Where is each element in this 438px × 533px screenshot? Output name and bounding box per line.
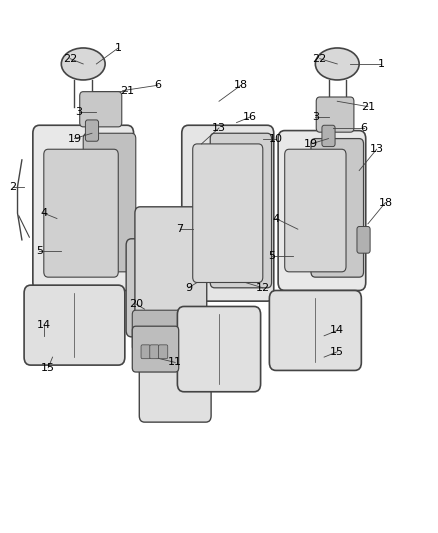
FancyBboxPatch shape: [135, 207, 207, 326]
Ellipse shape: [61, 48, 105, 80]
FancyBboxPatch shape: [159, 345, 168, 359]
FancyBboxPatch shape: [85, 120, 99, 141]
FancyBboxPatch shape: [316, 97, 354, 132]
FancyBboxPatch shape: [177, 306, 261, 392]
Text: 4: 4: [272, 214, 279, 223]
Text: 13: 13: [370, 144, 384, 154]
Text: 13: 13: [212, 123, 226, 133]
FancyBboxPatch shape: [132, 326, 179, 372]
FancyBboxPatch shape: [126, 239, 189, 337]
Text: 16: 16: [243, 112, 257, 122]
Text: 3: 3: [312, 112, 319, 122]
FancyBboxPatch shape: [278, 131, 366, 290]
Text: 12: 12: [256, 283, 270, 293]
Text: 18: 18: [234, 80, 248, 90]
FancyBboxPatch shape: [210, 133, 272, 288]
FancyBboxPatch shape: [150, 345, 159, 359]
Text: 6: 6: [360, 123, 367, 133]
Text: 4: 4: [40, 208, 47, 218]
Text: 9: 9: [185, 283, 192, 293]
Text: 19: 19: [304, 139, 318, 149]
FancyBboxPatch shape: [182, 125, 274, 301]
Text: 6: 6: [154, 80, 161, 90]
Text: 14: 14: [37, 320, 51, 330]
FancyBboxPatch shape: [269, 290, 361, 370]
Text: 3: 3: [75, 107, 82, 117]
Text: 21: 21: [361, 102, 375, 111]
FancyBboxPatch shape: [24, 285, 125, 365]
FancyBboxPatch shape: [80, 92, 122, 127]
FancyBboxPatch shape: [285, 149, 346, 272]
Text: 1: 1: [378, 59, 385, 69]
FancyBboxPatch shape: [33, 125, 134, 290]
Text: 15: 15: [330, 347, 344, 357]
FancyBboxPatch shape: [132, 310, 183, 351]
FancyBboxPatch shape: [193, 144, 263, 282]
Text: 19: 19: [67, 134, 81, 143]
FancyBboxPatch shape: [322, 125, 335, 147]
Text: 20: 20: [129, 299, 143, 309]
Text: 5: 5: [268, 251, 275, 261]
Text: 22: 22: [63, 54, 77, 63]
Text: 7: 7: [176, 224, 183, 234]
Text: 15: 15: [41, 363, 55, 373]
FancyBboxPatch shape: [311, 139, 364, 277]
Text: 10: 10: [269, 134, 283, 143]
FancyBboxPatch shape: [83, 133, 136, 272]
Text: 1: 1: [115, 43, 122, 53]
Text: 11: 11: [168, 358, 182, 367]
Text: 14: 14: [330, 326, 344, 335]
FancyBboxPatch shape: [44, 149, 118, 277]
FancyBboxPatch shape: [141, 345, 150, 359]
Text: 2: 2: [10, 182, 17, 191]
Text: 22: 22: [313, 54, 327, 63]
Ellipse shape: [315, 48, 359, 80]
FancyBboxPatch shape: [357, 227, 370, 253]
Text: 18: 18: [378, 198, 392, 207]
Text: 21: 21: [120, 86, 134, 95]
Text: 5: 5: [36, 246, 43, 255]
FancyBboxPatch shape: [139, 356, 211, 422]
